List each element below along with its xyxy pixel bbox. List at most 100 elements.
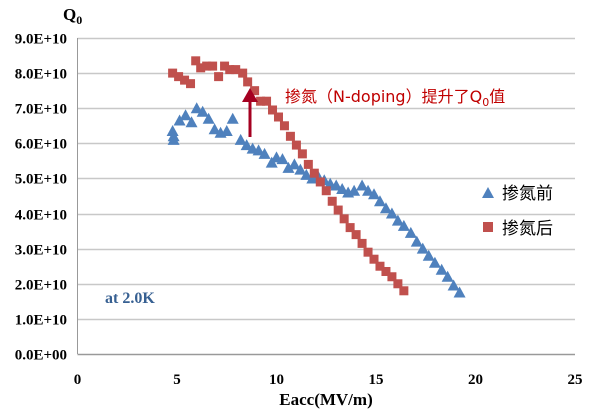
y-tick-label: 4.0E+10 [15, 208, 67, 224]
data-point-before-doping [379, 202, 392, 214]
data-point-after-doping [315, 177, 325, 187]
data-point-after-doping [375, 261, 385, 271]
data-point-before-doping [234, 133, 247, 145]
data-point-after-doping [381, 266, 391, 276]
data-point-after-doping [399, 286, 409, 296]
x-tick-label: 0 [74, 372, 82, 388]
data-point-after-doping [202, 61, 212, 71]
data-point-after-doping [180, 75, 190, 85]
y-tick-labels: 0.0E+00 1.0E+10 2.0E+10 3.0E+10 4.0E+10 5.0E+… [15, 32, 67, 364]
data-point-after-doping [321, 186, 331, 196]
data-point-before-doping [410, 235, 423, 247]
data-point-before-doping [282, 161, 295, 173]
data-point-before-doping [166, 125, 179, 137]
data-point-after-doping [303, 159, 313, 169]
data-point-after-doping [243, 77, 253, 87]
data-point-after-doping [357, 238, 367, 248]
data-point-after-doping [196, 63, 206, 73]
data-point-before-doping [397, 219, 410, 231]
data-point-before-doping [336, 182, 349, 194]
data-point-before-doping [453, 286, 466, 298]
y-tick-label: 0.0E+00 [15, 348, 67, 364]
legend-label-after: 掺氮后 [502, 219, 553, 239]
data-point-before-doping [422, 249, 435, 261]
data-point-before-doping [385, 207, 398, 219]
data-point-after-doping [327, 196, 337, 206]
data-point-before-doping [416, 242, 429, 254]
x-tick-labels: 0 5 10 15 20 25 [74, 372, 583, 388]
data-point-before-doping [202, 112, 215, 124]
x-tick-label: 5 [173, 372, 181, 388]
data-point-after-doping [345, 223, 355, 233]
data-point-before-doping [373, 195, 386, 207]
x-tick-label: 10 [269, 372, 284, 388]
data-points [166, 56, 466, 298]
data-point-before-doping [368, 188, 381, 200]
data-point-after-doping [262, 96, 272, 106]
data-point-after-doping [250, 86, 260, 96]
data-point-after-doping [168, 68, 178, 78]
data-point-before-doping [294, 163, 307, 175]
data-point-after-doping [220, 61, 230, 71]
y-tick-label: 2.0E+10 [15, 278, 67, 294]
data-point-before-doping [447, 279, 460, 291]
data-point-after-doping [186, 79, 196, 89]
data-point-before-doping [362, 184, 375, 196]
x-tick-label: 25 [568, 372, 583, 388]
data-point-after-doping [351, 230, 361, 240]
data-point-before-doping [391, 214, 404, 226]
data-point-before-doping [356, 179, 369, 191]
data-point-before-doping [167, 133, 180, 145]
data-point-after-doping [273, 112, 283, 122]
legend-marker-after [483, 222, 493, 232]
data-point-after-doping [297, 149, 307, 159]
legend: 掺氮前 掺氮后 [482, 184, 553, 239]
data-point-before-doping [173, 114, 186, 126]
y-tick-label: 6.0E+10 [15, 137, 67, 153]
data-point-after-doping [285, 131, 295, 141]
data-point-after-doping [256, 96, 266, 106]
data-point-before-doping [252, 144, 265, 156]
data-point-after-doping [333, 205, 343, 215]
y-tick-label: 9.0E+10 [15, 32, 67, 48]
data-point-before-doping [220, 125, 233, 137]
data-point-before-doping [240, 139, 253, 151]
data-point-after-doping [268, 105, 278, 115]
data-point-before-doping [226, 112, 239, 124]
x-tick-label: 15 [369, 372, 384, 388]
data-point-after-doping [387, 272, 397, 282]
data-point-after-doping [238, 68, 248, 78]
data-point-after-doping [309, 168, 319, 178]
data-point-before-doping [330, 179, 343, 191]
data-point-after-doping [225, 65, 235, 75]
data-point-after-doping [174, 72, 184, 82]
data-point-after-doping [214, 72, 224, 82]
data-point-before-doping [190, 102, 203, 114]
data-point-before-doping [276, 153, 289, 165]
data-point-before-doping [185, 116, 198, 128]
data-point-after-doping [393, 279, 403, 289]
y-tick-label: 3.0E+10 [15, 243, 67, 259]
y-tick-label: 7.0E+10 [15, 102, 67, 118]
y-tick-label: 1.0E+10 [15, 313, 67, 329]
condition-label: at 2.0K [105, 290, 155, 307]
data-point-after-doping [208, 61, 218, 71]
data-point-after-doping [231, 65, 241, 75]
data-point-before-doping [288, 158, 301, 170]
data-point-after-doping [339, 214, 349, 224]
improvement-arrow [242, 88, 258, 137]
data-point-before-doping [441, 270, 454, 282]
data-point-before-doping [300, 168, 313, 180]
y-axis-title: Q0 [63, 5, 82, 27]
data-point-after-doping [291, 140, 301, 150]
data-point-after-doping [363, 247, 373, 257]
data-point-before-doping [208, 123, 221, 135]
data-point-before-doping [435, 263, 448, 275]
annotation-text: 掺氮（N-doping）提升了Q0值 [285, 87, 505, 109]
y-tick-label: 8.0E+10 [15, 67, 67, 83]
data-point-before-doping [404, 226, 417, 238]
legend-label-before: 掺氮前 [502, 184, 553, 204]
data-point-before-doping [179, 109, 192, 121]
gridlines [77, 37, 575, 356]
